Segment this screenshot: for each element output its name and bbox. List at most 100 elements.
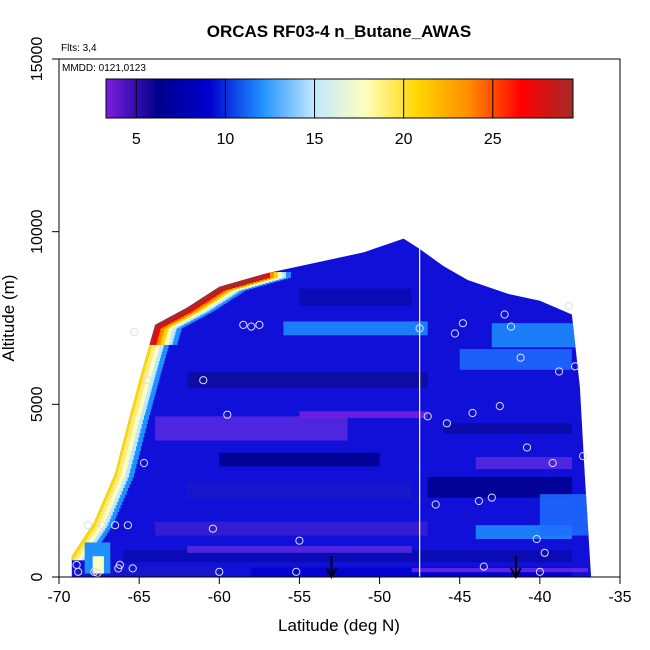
edge-cell	[241, 278, 247, 284]
edge-cell	[102, 505, 108, 512]
edge-cell	[113, 499, 119, 505]
edge-cell	[119, 462, 125, 469]
edge-cell	[137, 422, 143, 429]
x-tick-label: -40	[528, 589, 551, 606]
edge-cell	[152, 326, 158, 333]
sample-point	[255, 320, 264, 329]
sample-point	[139, 458, 149, 468]
edge-cell	[172, 326, 178, 333]
edge-cell	[121, 440, 127, 447]
field-band	[443, 423, 572, 434]
edge-cell	[112, 509, 118, 516]
flights-annotation: Flts: 3,4	[61, 43, 97, 54]
edge-cell	[157, 348, 163, 355]
edge-cell	[126, 449, 132, 456]
edge-cell	[164, 326, 170, 333]
edge-cell	[121, 488, 127, 495]
edge-cell	[120, 458, 126, 465]
edge-cell	[149, 364, 155, 371]
edge-cell	[137, 440, 143, 447]
edge-cell	[158, 361, 164, 368]
edge-cell	[151, 358, 157, 365]
field-band	[187, 545, 412, 553]
edge-cell	[244, 277, 250, 283]
edge-cell	[156, 326, 162, 333]
edge-cell	[99, 502, 105, 509]
edge-cell	[117, 488, 123, 495]
edge-cell	[255, 274, 261, 281]
sample-point	[516, 353, 525, 362]
edge-cell	[131, 431, 137, 438]
edge-cell	[136, 444, 141, 451]
colorbar-tick-label: 20	[395, 131, 413, 148]
field-band	[299, 288, 412, 306]
edge-cell	[92, 519, 98, 526]
edge-cell	[146, 345, 152, 352]
edge-cell	[168, 338, 174, 345]
sample-point	[500, 310, 509, 319]
edge-cell	[146, 361, 152, 368]
x-tick-label: -35	[608, 589, 631, 606]
edge-cell	[124, 444, 129, 451]
field-band	[123, 550, 572, 563]
field-band	[539, 494, 588, 536]
edge-cell	[167, 329, 173, 336]
edge-cell	[96, 519, 102, 526]
edge-cell	[160, 338, 166, 345]
edge-cell	[251, 275, 257, 282]
chart-title: ORCAS RF03-4 n_Butane_AWAS	[207, 22, 472, 41]
edge-cell	[125, 422, 131, 429]
edge-cell	[127, 462, 133, 469]
edge-cell	[132, 427, 138, 433]
edge-cell	[98, 505, 104, 512]
edge-cell	[159, 342, 165, 349]
edge-cell	[144, 351, 150, 358]
edge-cell	[156, 355, 161, 361]
edge-cell	[124, 481, 130, 488]
sample-point	[548, 458, 557, 468]
edge-cell	[115, 502, 121, 509]
edge-cell	[136, 413, 141, 420]
edge-cell	[100, 509, 106, 516]
edge-cell	[128, 413, 133, 420]
edge-cell	[169, 335, 175, 342]
sample-point	[247, 322, 256, 331]
edge-cell	[111, 502, 117, 509]
edge-cell	[138, 435, 144, 442]
sample-point	[571, 362, 580, 371]
edge-cell	[115, 474, 121, 481]
edge-cell	[128, 458, 134, 465]
edge-cell	[161, 348, 167, 355]
sample-point	[431, 500, 440, 509]
edge-cell	[170, 332, 176, 339]
edge-cell	[227, 282, 233, 288]
edge-cell	[127, 474, 133, 481]
y-tick-label: 10000	[29, 209, 46, 254]
edge-cell	[141, 422, 147, 429]
x-tick-label: -55	[288, 589, 311, 606]
x-tick-label: -70	[47, 589, 70, 606]
edge-cell	[120, 481, 126, 488]
x-tick-label: -60	[208, 589, 231, 606]
sample-point	[123, 521, 133, 530]
field-band	[283, 321, 428, 336]
colorbar: 5 10 15 20 25	[105, 78, 574, 148]
edge-cell	[269, 272, 275, 279]
edge-cell	[153, 335, 159, 342]
edge-cell	[160, 326, 166, 333]
sample-point	[415, 324, 424, 333]
sample-point	[223, 410, 232, 419]
sample-point	[130, 327, 139, 336]
edge-cell	[116, 481, 122, 488]
edge-cell	[107, 512, 113, 519]
edge-cell	[159, 358, 165, 365]
edge-cell	[150, 361, 156, 368]
edge-cell	[134, 449, 140, 456]
colorbar-tick-label: 15	[306, 131, 324, 148]
edge-cell	[148, 351, 154, 358]
edge-cell	[130, 418, 136, 425]
edge-cell	[139, 431, 145, 438]
edge-cell	[154, 332, 160, 339]
edge-cell	[117, 471, 123, 478]
colorbar-gradient	[105, 78, 574, 119]
